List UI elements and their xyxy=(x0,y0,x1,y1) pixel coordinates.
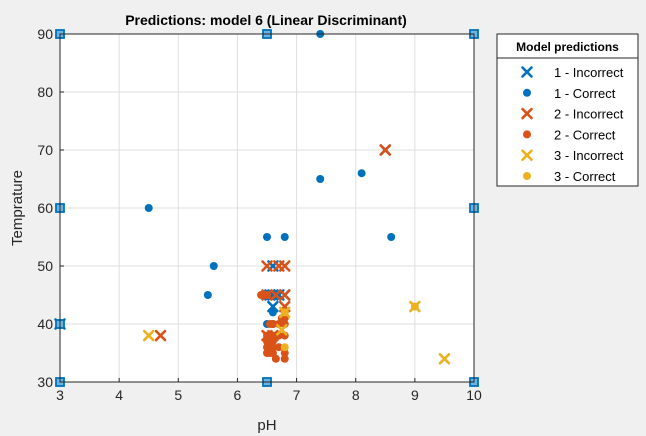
data-point-dot xyxy=(280,233,289,241)
data-point-dot xyxy=(274,343,283,352)
legend-marker-dot xyxy=(523,88,531,97)
legend-marker-x xyxy=(521,149,533,161)
legend-label: 1 - Incorrect xyxy=(554,65,624,80)
legend-marker-x xyxy=(521,107,533,120)
y-tick-label: 70 xyxy=(37,142,53,158)
data-point-x xyxy=(261,260,273,272)
y-tick-label: 90 xyxy=(37,26,53,42)
x-tick-label: 8 xyxy=(352,387,360,403)
data-point-x xyxy=(278,289,291,301)
data-point-dot xyxy=(410,302,419,311)
data-point-dot xyxy=(268,337,277,346)
x-axis-ticks: 3 4 5 6 7 8 9 10 xyxy=(56,378,482,403)
legend-item: 1 - Correct xyxy=(523,86,616,101)
data-point-dot xyxy=(268,308,277,317)
legend-title: Model predictions xyxy=(516,40,619,54)
legend-label: 3 - Incorrect xyxy=(554,148,624,163)
legend-label: 3 - Correct xyxy=(554,169,616,184)
data-point-dot xyxy=(280,354,289,363)
chart-title: Predictions: model 6 (Linear Discriminan… xyxy=(125,12,407,28)
legend-marker-dot xyxy=(523,172,531,180)
data-point-dot xyxy=(357,169,366,178)
x-tick-label: 3 xyxy=(56,387,64,403)
legend-item: 2 - Correct xyxy=(523,127,616,142)
data-point-dot xyxy=(203,291,212,299)
data-point-dot xyxy=(387,233,396,241)
x-tick-label: 6 xyxy=(234,387,242,403)
y-tick-label: 30 xyxy=(37,374,53,390)
x-tick-label: 5 xyxy=(174,387,182,403)
plot-frame xyxy=(59,33,475,383)
data-point-dot xyxy=(280,308,289,317)
data-point-dot xyxy=(265,320,274,328)
legend-items: 1 - Incorrect 1 - Correct 2 - Incorrect 2 -… xyxy=(521,65,624,184)
data-point-x xyxy=(275,323,288,336)
data-point-dot xyxy=(260,291,269,299)
data-point-x xyxy=(379,144,392,156)
series-3-correct xyxy=(280,302,419,352)
legend-item: 3 - Correct xyxy=(523,169,616,184)
data-point-dot xyxy=(209,262,218,270)
data-point-x xyxy=(278,260,291,272)
y-axis-label: Temprature xyxy=(9,170,26,246)
data-point-dot xyxy=(316,175,325,183)
data-point-x xyxy=(438,352,451,365)
y-tick-label: 40 xyxy=(37,316,53,332)
x-tick-label: 4 xyxy=(115,387,123,403)
legend-label: 2 - Correct xyxy=(554,127,616,142)
legend-marker-x xyxy=(521,66,533,78)
legend-box xyxy=(496,33,639,187)
legend-item: 2 - Incorrect xyxy=(521,107,624,122)
legend-label: 1 - Correct xyxy=(554,86,616,101)
x-tick-label: 10 xyxy=(466,387,482,403)
data-point-dot xyxy=(280,349,289,357)
legend-item: 3 - Incorrect xyxy=(521,148,624,163)
data-point-x xyxy=(267,300,279,313)
legend: Model predictions 1 - Incorrect 1 - Corre… xyxy=(496,33,639,187)
x-axis-label: pH xyxy=(257,417,276,434)
data-point-x xyxy=(270,289,282,301)
data-point-dot xyxy=(271,354,280,363)
legend-item: 1 - Incorrect xyxy=(521,65,624,80)
data-point-dot xyxy=(144,204,153,212)
data-point-x xyxy=(154,329,167,342)
x-tick-label: 9 xyxy=(411,387,419,403)
legend-marker-dot xyxy=(523,130,531,139)
legend-label: 2 - Incorrect xyxy=(554,107,624,122)
y-tick-label: 60 xyxy=(37,200,53,216)
y-tick-label: 50 xyxy=(37,258,53,274)
data-point-dot xyxy=(263,233,271,241)
x-tick-label: 7 xyxy=(293,387,301,403)
data-point-dot xyxy=(280,343,289,352)
data-point-x xyxy=(142,329,155,342)
y-axis-ticks: 30 40 50 60 70 80 90 xyxy=(37,26,64,390)
y-tick-label: 80 xyxy=(37,84,53,100)
